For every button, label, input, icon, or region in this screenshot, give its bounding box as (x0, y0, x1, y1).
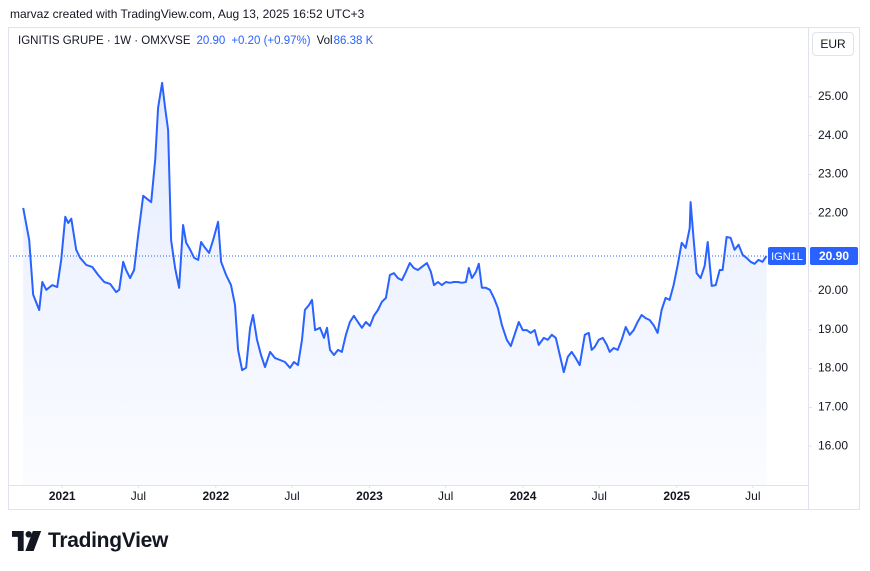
x-tick-label: Jul (284, 489, 299, 503)
y-tick-label: 22.00 (818, 205, 848, 219)
logo-icon (12, 531, 42, 551)
y-tick-label: 16.00 (818, 438, 848, 452)
x-tick-label: 2022 (202, 489, 229, 503)
x-tick-label: 2021 (49, 489, 76, 503)
volume-group: Vol 86.38 K (317, 35, 374, 47)
currency-button[interactable]: EUR (812, 32, 854, 56)
area-fill (23, 82, 767, 485)
logo: TradingView (12, 529, 168, 553)
symbol: IGNITIS GRUPE · 1W · OMXVSE (18, 35, 191, 47)
y-tick-label: 24.00 (818, 128, 848, 142)
x-tick-label: Jul (131, 489, 146, 503)
price-tag (810, 247, 858, 266)
y-tick-label: 17.00 (818, 400, 848, 414)
y-tick-label: 23.00 (818, 167, 848, 181)
volume: 86.38 K (333, 35, 374, 47)
chart-frame (8, 27, 860, 510)
x-tick-label: 2024 (510, 489, 537, 503)
attribution: marvaz created with TradingView.com, Aug… (10, 7, 365, 21)
price-tag-text: 20.90 (819, 249, 849, 263)
x-tick-label: Jul (745, 489, 760, 503)
y-tick-label: 19.00 (818, 322, 848, 336)
x-tick-label: 2025 (663, 489, 690, 503)
y-tick-label: 18.00 (818, 361, 848, 375)
volume-label: Vol (316, 35, 333, 47)
y-tick-label: 25.00 (818, 89, 848, 103)
price-line (22, 81, 768, 374)
ticker-tag (768, 247, 806, 266)
x-tick-label: Jul (592, 489, 607, 503)
logo-text: TradingView (48, 529, 169, 552)
x-tick-label: 2023 (356, 489, 383, 503)
x-tick-label: Jul (438, 489, 453, 503)
plot-area (10, 81, 768, 485)
last-price: 20.90 (196, 35, 226, 47)
legend: IGNITIS GRUPE · 1W · OMXVSE 20.90 +0.20 … (18, 35, 373, 47)
price-change: +0.20 (+0.97%) (231, 35, 311, 47)
y-tick-label: 20.00 (818, 283, 848, 297)
ticker-tag-text: IGN1L (771, 251, 803, 263)
